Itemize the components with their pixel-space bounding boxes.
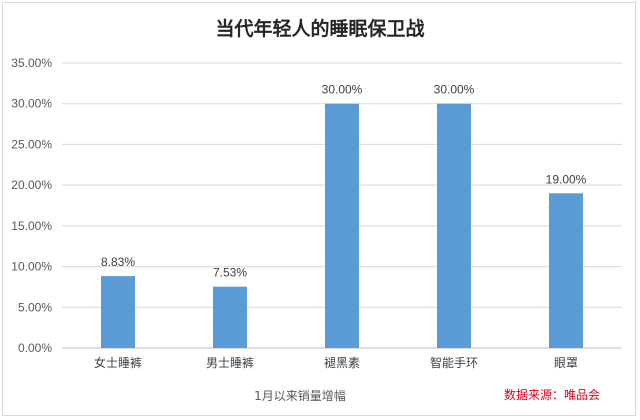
data-label: 30.00%: [322, 83, 363, 97]
x-tick-label: 褪黑素: [324, 355, 360, 370]
source-note: 数据来源：唯品会: [504, 388, 601, 402]
y-tick-label: 35.00%: [11, 56, 52, 70]
y-tick-label: 15.00%: [11, 219, 52, 233]
chart-title: 当代年轻人的睡眠保卫战: [215, 18, 425, 40]
bar: [549, 193, 583, 348]
y-tick-label: 20.00%: [11, 178, 52, 192]
bar: [213, 286, 247, 348]
data-label: 8.83%: [101, 255, 135, 269]
x-tick-label: 女士睡裤: [94, 355, 142, 370]
y-tick-label: 0.00%: [18, 341, 52, 355]
bar: [437, 103, 471, 348]
bar: [325, 103, 359, 348]
y-tick-label: 25.00%: [11, 137, 52, 151]
data-label: 19.00%: [546, 172, 587, 186]
x-tick-label: 男士睡裤: [206, 356, 254, 370]
x-tick-label: 眼罩: [554, 356, 578, 370]
x-tick-label: 智能手环: [430, 355, 478, 370]
y-tick-label: 5.00%: [18, 300, 52, 314]
y-tick-label: 30.00%: [11, 97, 52, 111]
data-label: 7.53%: [213, 266, 247, 280]
bar: [101, 276, 135, 348]
y-tick-label: 10.00%: [11, 260, 52, 274]
x-axis-title: 1月以来销量增幅: [254, 389, 346, 403]
data-label: 30.00%: [434, 83, 475, 97]
